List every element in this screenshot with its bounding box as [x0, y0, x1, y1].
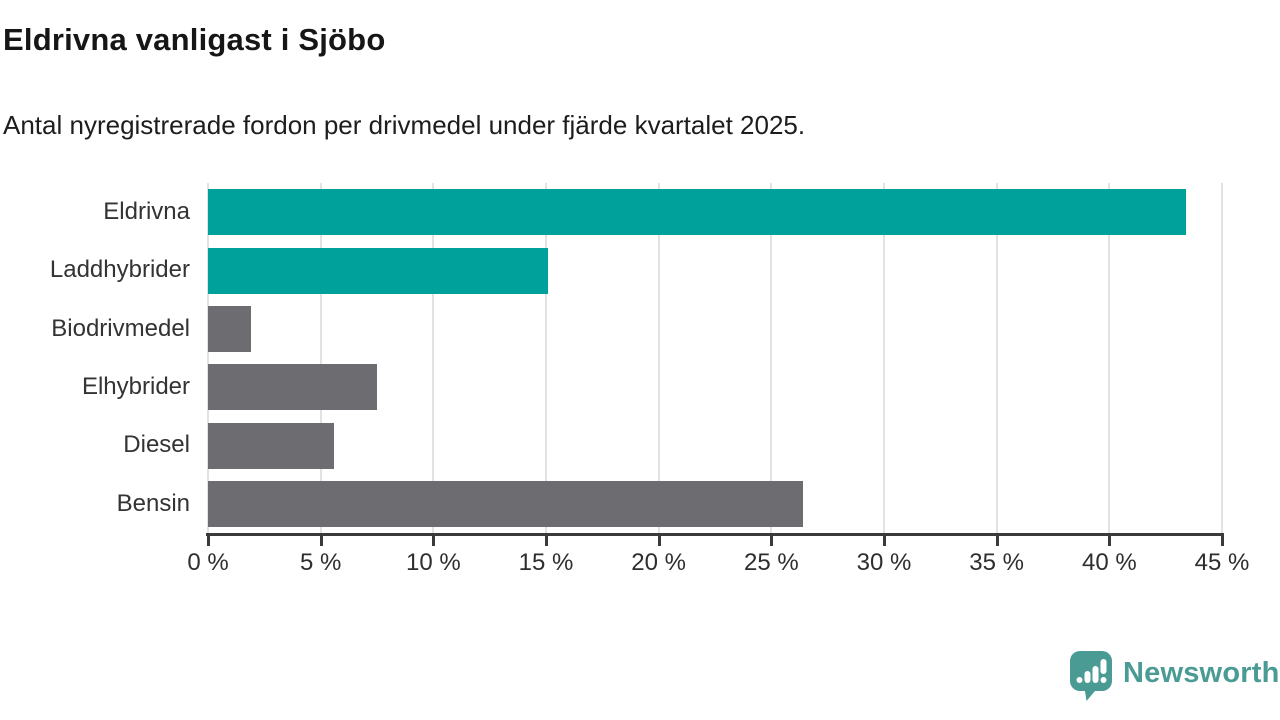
gridline	[432, 183, 435, 533]
axis-tick	[995, 535, 999, 546]
category-label: Eldrivna	[103, 198, 190, 226]
axis-tick	[432, 535, 436, 546]
x-axis-line	[206, 533, 1224, 536]
gridline	[657, 183, 660, 533]
axis-tick-label: 25 %	[743, 549, 799, 576]
axis-tick	[1108, 535, 1112, 546]
bar-eldrivna	[208, 189, 1186, 236]
category-label: Biodrivmedel	[51, 314, 190, 342]
gridline	[995, 183, 998, 533]
axis-tick-label: 45 %	[1194, 549, 1250, 576]
bar-bensin	[208, 480, 803, 527]
axis-tick-label: 20 %	[631, 549, 686, 576]
gridline	[545, 183, 547, 533]
grid-layer	[207, 183, 1223, 533]
x-axis-tick-labels: 0 % 5 % 10 % 15 % 20 % 25 % 30 % 35 % 40 % 45 %	[187, 549, 1249, 581]
gridline	[319, 183, 322, 533]
gridline	[770, 183, 773, 533]
bar-biodrivmedel	[208, 305, 251, 352]
axis-tick-label: 35 %	[969, 549, 1024, 576]
axis-tick-label: 5 %	[299, 549, 342, 576]
plot-area	[207, 183, 1223, 533]
axis-tick-label: 40 %	[1081, 549, 1137, 576]
bar-diesel	[208, 422, 335, 469]
bars-layer	[208, 183, 1222, 533]
chart-title: Eldrivna vanligast i Sjöbo	[3, 22, 386, 57]
bar-elhybrider	[208, 364, 377, 411]
axis-tick	[770, 535, 774, 546]
axis-tick	[1221, 535, 1224, 546]
gridline	[1108, 183, 1111, 533]
axis-tick	[319, 535, 323, 546]
category-labels: Eldrivna Laddhybrider Biodrivmedel Elhybrid…	[0, 183, 190, 533]
x-axis-ticks	[207, 535, 1224, 547]
newsworthy-speech-bubble-bar-chart-icon	[1070, 651, 1112, 701]
category-label: Elhybrider	[81, 373, 190, 401]
axis-tick-label: 10 %	[405, 549, 461, 576]
axis-tick	[883, 535, 886, 546]
axis-tick-label: 15 %	[518, 549, 574, 576]
gridline	[883, 183, 885, 533]
category-label: Bensin	[116, 489, 190, 517]
category-label: Diesel	[123, 431, 190, 459]
newsworthy-logo-text: Newsworthy	[1123, 657, 1280, 689]
axis-tick-label: 30 %	[856, 549, 912, 576]
gridline	[1221, 183, 1223, 533]
bar-laddhybrider	[208, 247, 549, 294]
axis-tick	[657, 535, 661, 546]
category-label: Laddhybrider	[49, 256, 190, 284]
axis-tick-label: 0 %	[187, 549, 229, 576]
axis-tick	[545, 535, 548, 546]
axis-tick	[207, 535, 210, 546]
gridline	[207, 183, 209, 533]
newsworthy-logo: Newsworthy	[1068, 649, 1280, 701]
chart-subtitle: Antal nyregistrerade fordon per drivmede…	[3, 110, 806, 140]
